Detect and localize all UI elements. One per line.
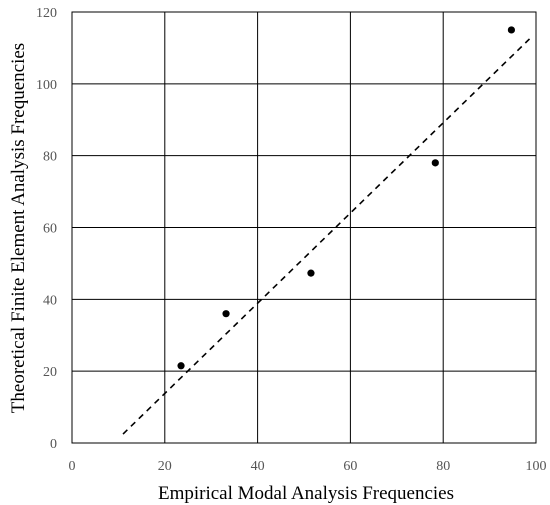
x-tick-label: 80 <box>436 459 450 474</box>
y-tick-label: 80 <box>43 150 57 165</box>
data-point <box>222 310 230 318</box>
y-tick-label: 100 <box>36 78 57 93</box>
trendline <box>122 38 531 435</box>
data-point <box>507 26 516 34</box>
x-tick-label: 20 <box>158 459 172 474</box>
grid-lines <box>71 11 537 444</box>
x-tick-label: 100 <box>526 459 547 474</box>
y-tick-label: 120 <box>36 6 57 21</box>
y-axis-title: Theoretical Finite Element Analysis Freq… <box>8 43 29 413</box>
x-tick-label: 60 <box>343 459 357 474</box>
x-tick-labels: 0 20 40 60 80 100 <box>69 459 547 474</box>
data-point <box>307 269 315 277</box>
data-point <box>431 159 439 167</box>
y-tick-label: 0 <box>50 437 57 452</box>
y-tick-labels: 0 20 40 60 80 100 120 <box>36 6 57 452</box>
y-tick-label: 20 <box>43 365 57 380</box>
plot-frame <box>71 11 537 444</box>
x-tick-label: 40 <box>251 459 265 474</box>
trendline-group <box>122 38 531 435</box>
x-tick-label: 0 <box>69 459 76 474</box>
y-tick-label: 40 <box>43 293 57 308</box>
data-point <box>177 362 185 370</box>
x-axis-title: Empirical Modal Analysis Frequencies <box>158 483 454 504</box>
data-points <box>177 26 516 370</box>
y-tick-label: 60 <box>43 222 57 237</box>
